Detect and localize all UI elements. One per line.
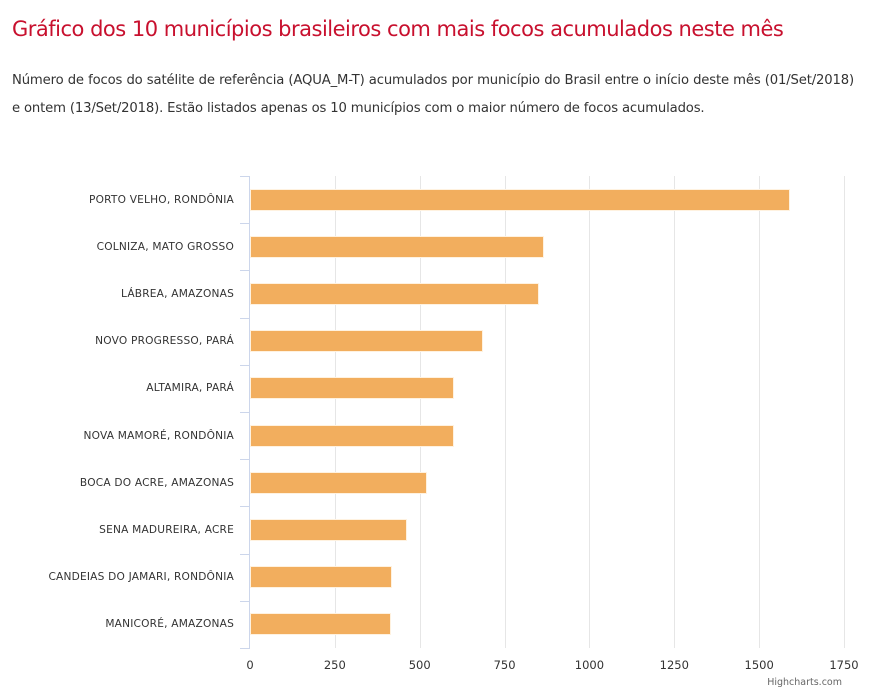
y-tick (240, 365, 250, 366)
y-tick (240, 459, 250, 460)
credits-link[interactable]: Highcharts.com (767, 677, 842, 688)
gridline (674, 176, 675, 648)
category-label: SENA MADUREIRA, ACRE (99, 524, 234, 536)
y-tick (240, 601, 250, 602)
category-label: ALTAMIRA, PARÁ (146, 382, 234, 395)
x-tick-label: 0 (246, 658, 254, 672)
bar[interactable] (250, 377, 454, 400)
bar[interactable] (250, 188, 790, 211)
category-label: LÁBREA, AMAZONAS (120, 288, 234, 300)
bar[interactable] (250, 424, 454, 447)
category-label: COLNIZA, MATO GROSSO (96, 240, 234, 253)
bar[interactable] (250, 330, 484, 353)
gridline (335, 176, 336, 648)
bar-chart: PORTO VELHO, RONDÔNIA COLNIZA, MATO GROSS… (0, 160, 888, 700)
y-tick (240, 223, 250, 224)
x-tick-label: 1250 (659, 658, 689, 672)
bar[interactable] (250, 566, 392, 589)
bar[interactable] (250, 235, 545, 258)
page-title: Gráfico dos 10 municípios brasileiros co… (12, 17, 784, 41)
bar[interactable] (250, 519, 408, 541)
x-tick-label: 750 (493, 658, 516, 672)
category-label: NOVO PROGRESSO, PARÁ (95, 335, 234, 348)
x-tick-label: 250 (323, 658, 346, 672)
y-tick (240, 176, 250, 177)
gridline (844, 176, 845, 648)
category-label: CANDEIAS DO JAMARI, RONDÔNIA (48, 571, 234, 584)
x-tick-label: 1500 (744, 658, 774, 672)
bar[interactable] (250, 613, 391, 636)
y-tick (240, 506, 250, 507)
category-label: MANICORÉ, AMAZONAS (105, 618, 234, 631)
gridline (589, 176, 590, 648)
y-tick (240, 270, 250, 271)
y-tick (240, 318, 250, 319)
x-tick-label: 1000 (574, 658, 605, 672)
y-tick (240, 554, 250, 555)
bar[interactable] (250, 283, 539, 305)
gridline (759, 176, 760, 648)
gridline (420, 176, 421, 648)
y-tick (240, 412, 250, 413)
chart-description: Número de focos do satélite de referênci… (12, 73, 854, 116)
category-label: PORTO VELHO, RONDÔNIA (89, 193, 234, 206)
bar[interactable] (250, 471, 428, 494)
gridline (505, 176, 506, 648)
category-label: NOVA MAMORÉ, RONDÔNIA (83, 429, 234, 442)
x-tick-label: 500 (408, 658, 431, 672)
x-tick-label: 1750 (829, 658, 859, 672)
y-tick (240, 648, 250, 649)
category-label: BOCA DO ACRE, AMAZONAS (79, 476, 234, 489)
